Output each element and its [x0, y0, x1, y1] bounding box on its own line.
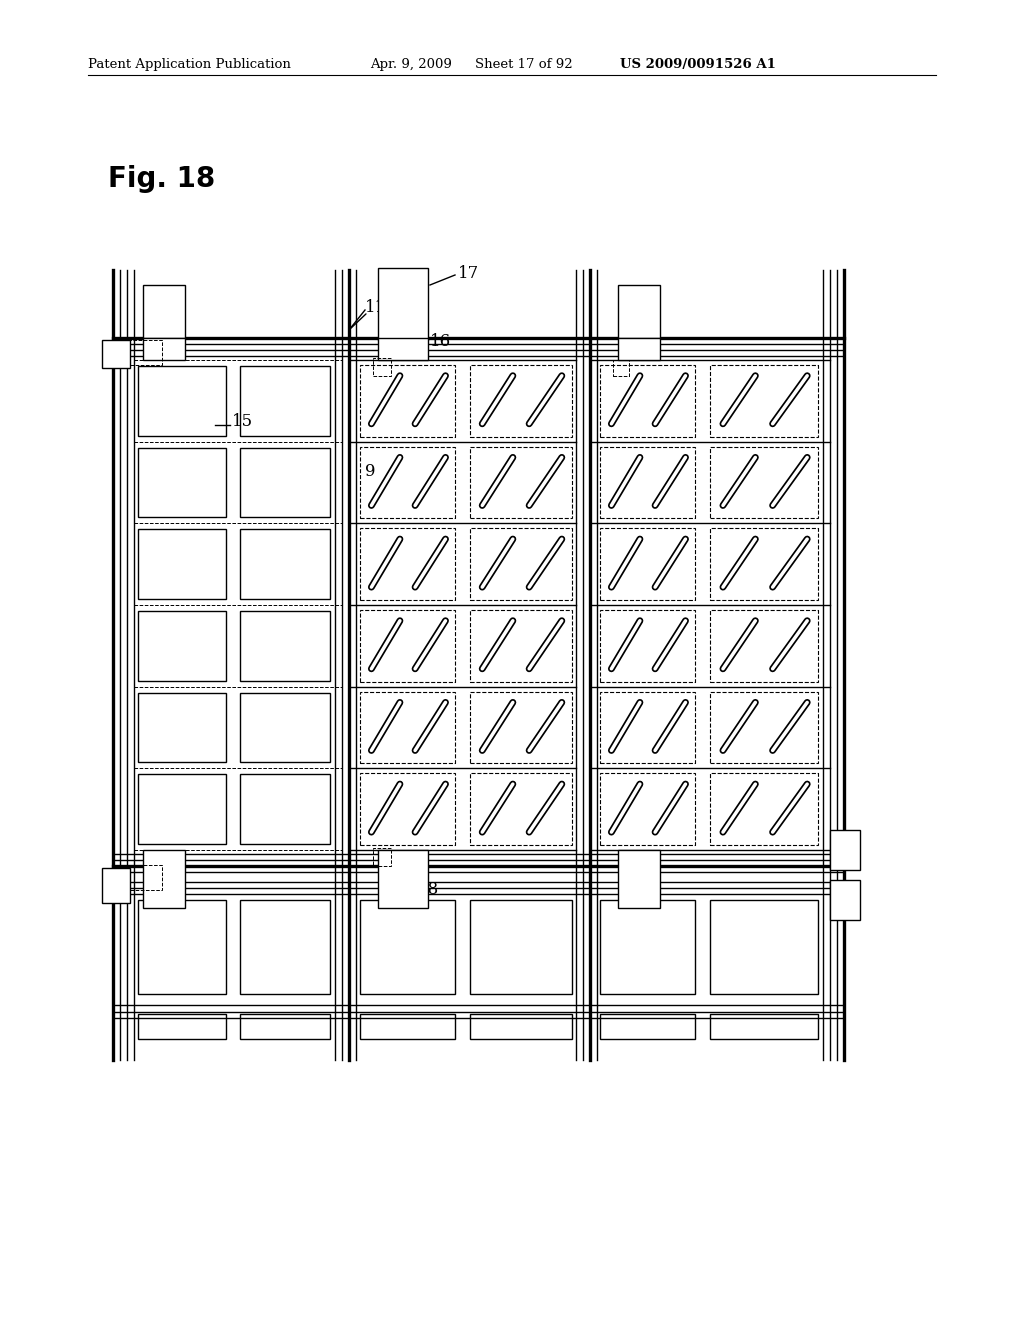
Bar — [240, 900, 330, 994]
Text: 15: 15 — [232, 413, 253, 430]
Bar — [600, 774, 695, 845]
Bar — [373, 847, 391, 866]
Bar — [240, 447, 330, 517]
Bar — [240, 1014, 330, 1039]
Text: 9: 9 — [365, 463, 376, 480]
Bar — [710, 774, 818, 845]
Bar — [378, 338, 428, 360]
Bar — [470, 900, 572, 994]
Bar — [240, 775, 330, 843]
Bar — [470, 446, 572, 519]
Bar — [240, 611, 330, 681]
Bar — [360, 774, 455, 845]
Bar — [600, 1014, 695, 1039]
Bar — [710, 446, 818, 519]
Bar — [138, 366, 226, 436]
Bar — [378, 850, 428, 908]
Bar — [600, 692, 695, 763]
Bar — [143, 850, 185, 908]
Bar — [470, 692, 572, 763]
Bar — [138, 900, 226, 994]
Bar — [360, 528, 455, 601]
Text: Apr. 9, 2009: Apr. 9, 2009 — [370, 58, 452, 71]
Text: Fig. 18: Fig. 18 — [108, 165, 215, 193]
Text: 18: 18 — [418, 882, 439, 899]
Bar — [470, 1014, 572, 1039]
Bar — [600, 900, 695, 994]
Bar — [613, 360, 629, 376]
Bar — [470, 528, 572, 601]
Text: Sheet 17 of 92: Sheet 17 of 92 — [475, 58, 572, 71]
Text: 16: 16 — [430, 334, 452, 351]
Bar — [470, 366, 572, 437]
Bar — [710, 528, 818, 601]
Bar — [360, 1014, 455, 1039]
Bar — [138, 529, 226, 599]
Bar — [600, 446, 695, 519]
Text: 17: 17 — [458, 264, 479, 281]
Bar — [240, 366, 330, 436]
Bar — [470, 774, 572, 845]
Bar — [710, 610, 818, 681]
Bar — [470, 610, 572, 681]
Bar — [600, 610, 695, 681]
Bar — [710, 900, 818, 994]
Bar — [360, 900, 455, 994]
Text: Patent Application Publication: Patent Application Publication — [88, 58, 291, 71]
Text: 11: 11 — [365, 300, 386, 317]
Bar — [240, 529, 330, 599]
Bar — [138, 1014, 226, 1039]
Bar — [360, 446, 455, 519]
Bar — [130, 865, 162, 890]
Bar — [138, 611, 226, 681]
Bar — [600, 528, 695, 601]
Bar — [618, 338, 660, 360]
Bar — [240, 693, 330, 763]
Bar — [102, 869, 130, 903]
Bar — [830, 830, 860, 870]
Bar — [710, 366, 818, 437]
Bar — [138, 775, 226, 843]
Bar — [618, 285, 660, 338]
Bar — [360, 366, 455, 437]
Bar — [710, 1014, 818, 1039]
Bar — [143, 338, 185, 360]
Bar — [618, 850, 660, 908]
Bar — [710, 692, 818, 763]
Text: US 2009/0091526 A1: US 2009/0091526 A1 — [620, 58, 776, 71]
Bar — [102, 341, 130, 368]
Bar — [830, 880, 860, 920]
Bar — [138, 693, 226, 763]
Bar — [600, 366, 695, 437]
Bar — [143, 285, 185, 338]
Bar — [130, 341, 162, 366]
Bar — [360, 692, 455, 763]
Bar — [378, 268, 428, 341]
Bar — [138, 447, 226, 517]
Bar — [373, 358, 391, 376]
Bar — [360, 610, 455, 681]
